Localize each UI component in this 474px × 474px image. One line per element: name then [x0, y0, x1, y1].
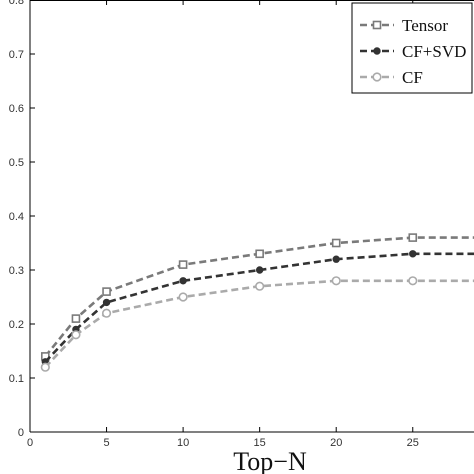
legend-marker: [373, 47, 381, 55]
data-point: [408, 276, 418, 286]
series-line: [44, 279, 474, 369]
data-point: [178, 260, 188, 269]
series-line: [44, 236, 474, 358]
legend-item: Tensor: [360, 16, 448, 35]
x-tick-label: 5: [103, 437, 109, 449]
y-tick-label: 0.2: [9, 319, 24, 331]
x-axis-title: Top−N: [233, 447, 307, 474]
x-tick-label: 25: [407, 437, 419, 449]
data-point: [331, 276, 341, 286]
series-line: [44, 252, 474, 363]
axes: 0 5 10 15 20 25 0 0.1 0.2 0.3 0.4 0.5 0.6 0.7 0.8: [9, 0, 474, 449]
data-point: [409, 250, 417, 258]
data-point: [71, 314, 81, 323]
data-point: [178, 292, 188, 302]
y-tick-label: 0.3: [9, 265, 24, 277]
legend-item: CF+SVD: [360, 42, 466, 61]
data-point: [101, 308, 112, 318]
y-tick-label: 0.4: [9, 211, 24, 223]
y-tick-label: 0: [18, 427, 24, 439]
data-point: [179, 277, 187, 285]
y-tick-label: 0.6: [9, 103, 24, 115]
legend-item: CF: [360, 68, 423, 87]
x-tick-label: 0: [27, 437, 33, 449]
x-tick-label: 15: [254, 437, 266, 449]
data-point: [332, 255, 340, 263]
series-tensor: [41, 233, 474, 361]
data-point: [255, 266, 264, 274]
legend-marker: [372, 72, 382, 82]
y-tick-label: 0.7: [9, 49, 24, 61]
legend-label: Tensor: [402, 16, 448, 35]
data-point: [102, 287, 111, 296]
y-tick-label: 0.5: [9, 157, 24, 169]
x-tick-label: 20: [330, 437, 342, 449]
series-layer: [40, 233, 474, 372]
data-point: [408, 233, 418, 242]
legend-label: CF: [402, 68, 423, 87]
data-point: [71, 330, 81, 340]
data-point: [255, 249, 264, 259]
y-tick-label: 0.8: [9, 0, 24, 7]
series-cf: [40, 276, 474, 372]
legend-marker: [372, 20, 382, 30]
legend: Tensor CF+SVD CF: [351, 2, 473, 94]
data-point: [40, 362, 50, 372]
data-point: [255, 281, 265, 291]
legend-label: CF+SVD: [402, 42, 466, 61]
y-tick-label: 0.1: [9, 373, 24, 385]
x-tick-label: 10: [177, 437, 189, 449]
data-point: [331, 238, 341, 248]
data-point: [102, 298, 111, 307]
